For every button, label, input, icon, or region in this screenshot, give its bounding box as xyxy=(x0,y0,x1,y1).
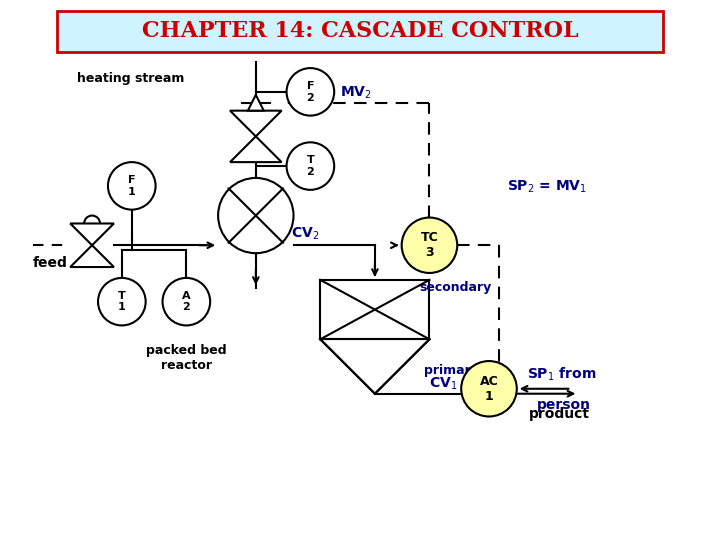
Polygon shape xyxy=(71,224,114,245)
Circle shape xyxy=(163,278,210,326)
Text: SP$_2$ = MV$_1$: SP$_2$ = MV$_1$ xyxy=(507,179,587,195)
Circle shape xyxy=(462,361,517,416)
Text: SP$_1$ from: SP$_1$ from xyxy=(527,366,596,383)
Text: T
2: T 2 xyxy=(307,156,314,177)
Polygon shape xyxy=(71,245,114,267)
Text: secondary: secondary xyxy=(420,281,492,294)
Text: AC
1: AC 1 xyxy=(480,375,498,403)
Circle shape xyxy=(218,178,294,253)
Text: T
1: T 1 xyxy=(118,291,126,313)
Polygon shape xyxy=(248,95,264,111)
Text: primary: primary xyxy=(425,364,480,377)
FancyBboxPatch shape xyxy=(58,11,662,52)
Polygon shape xyxy=(230,137,282,162)
Circle shape xyxy=(287,68,334,116)
Text: CV$_1$: CV$_1$ xyxy=(429,376,458,392)
Text: CHAPTER 14: CASCADE CONTROL: CHAPTER 14: CASCADE CONTROL xyxy=(142,21,578,43)
Circle shape xyxy=(98,278,145,326)
Text: F
1: F 1 xyxy=(128,175,135,197)
Text: person: person xyxy=(536,397,590,411)
Polygon shape xyxy=(230,111,282,137)
Circle shape xyxy=(287,143,334,190)
Text: TC
3: TC 3 xyxy=(420,231,438,259)
Text: F
2: F 2 xyxy=(307,81,314,103)
Circle shape xyxy=(402,218,457,273)
Text: feed: feed xyxy=(32,256,68,270)
Text: packed bed
reactor: packed bed reactor xyxy=(146,344,227,372)
Text: A
2: A 2 xyxy=(182,291,191,313)
Text: CV$_2$: CV$_2$ xyxy=(291,225,319,242)
Text: product: product xyxy=(528,408,590,421)
Text: MV$_2$: MV$_2$ xyxy=(340,85,372,101)
Text: heating stream: heating stream xyxy=(77,72,184,85)
Circle shape xyxy=(108,162,156,210)
